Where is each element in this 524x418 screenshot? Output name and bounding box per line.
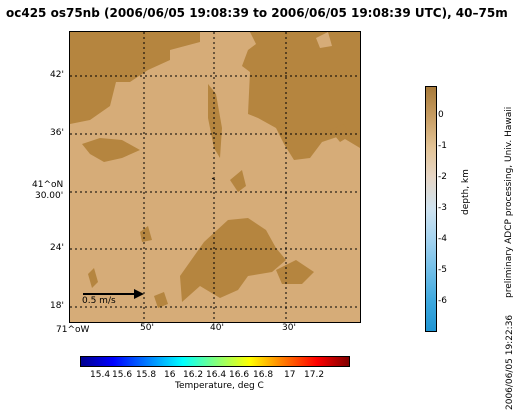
bathymetry-patch bbox=[180, 218, 286, 302]
depth-tick-6: -6 bbox=[438, 296, 447, 306]
lat-label-41n30: 41^oN 30.00' bbox=[32, 180, 64, 201]
temp-tick: 15.4 bbox=[90, 370, 111, 380]
temp-tick: 16.4 bbox=[206, 370, 227, 380]
temp-tick: 15.8 bbox=[136, 370, 157, 380]
temp-tick: 16.6 bbox=[229, 370, 250, 380]
bathymetry-patch bbox=[140, 226, 152, 242]
depth-tick-1: -1 bbox=[438, 141, 447, 151]
lat-label-24: 24' bbox=[50, 243, 64, 253]
lon-label-40: 40' bbox=[210, 323, 224, 333]
lat-label-42: 42' bbox=[50, 70, 64, 80]
depth-tick-0: 0 bbox=[438, 110, 444, 120]
depth-tick-2: -2 bbox=[438, 172, 447, 182]
map-area bbox=[69, 31, 361, 323]
temp-tick: 16.2 bbox=[183, 370, 204, 380]
bathymetry-map bbox=[70, 32, 360, 322]
lat-label-36: 36' bbox=[50, 128, 64, 138]
velocity-scale-arrow bbox=[83, 289, 144, 299]
depth-tick-4: -4 bbox=[438, 234, 447, 244]
bathymetry-patch bbox=[82, 138, 140, 162]
temperature-colorbar-label: Temperature, deg C bbox=[175, 381, 264, 391]
temp-tick: 15.6 bbox=[112, 370, 133, 380]
bathymetry-patch bbox=[88, 268, 98, 288]
lon-label-50: 50' bbox=[140, 323, 154, 333]
temperature-colorbar bbox=[80, 356, 350, 367]
depth-colorbar-label: depth, km bbox=[461, 169, 471, 215]
bathymetry-patch bbox=[230, 170, 246, 192]
velocity-scale-label: 0.5 m/s bbox=[82, 296, 116, 306]
temp-tick: 17 bbox=[284, 370, 296, 380]
depth-colorbar bbox=[425, 86, 437, 332]
ship-track-marker bbox=[211, 177, 216, 181]
temp-tick: 16 bbox=[164, 370, 176, 380]
plot-title: oc425 os75nb (2006/06/05 19:08:39 to 200… bbox=[6, 6, 508, 20]
bathymetry-patch bbox=[70, 32, 200, 124]
temp-tick: 16.8 bbox=[253, 370, 274, 380]
bathymetry-patch bbox=[316, 32, 332, 48]
bathymetry-patch bbox=[208, 84, 222, 158]
lat-label-18: 18' bbox=[50, 301, 64, 311]
bathymetry-patch bbox=[330, 124, 350, 142]
bathymetry-patch bbox=[242, 32, 360, 160]
depth-tick-3: -3 bbox=[438, 203, 447, 213]
temp-tick: 17.2 bbox=[304, 370, 325, 380]
processing-date: 2006/06/05 19:22:36 bbox=[505, 314, 515, 410]
lon-label-71w: 71^oW bbox=[56, 325, 90, 335]
grid-lines bbox=[70, 32, 360, 322]
bathymetry-patch bbox=[154, 292, 168, 308]
lon-label-30: 30' bbox=[282, 323, 296, 333]
depth-tick-5: -5 bbox=[438, 265, 447, 275]
processing-note: preliminary ADCP processing, Univ. Hawai… bbox=[504, 106, 514, 298]
